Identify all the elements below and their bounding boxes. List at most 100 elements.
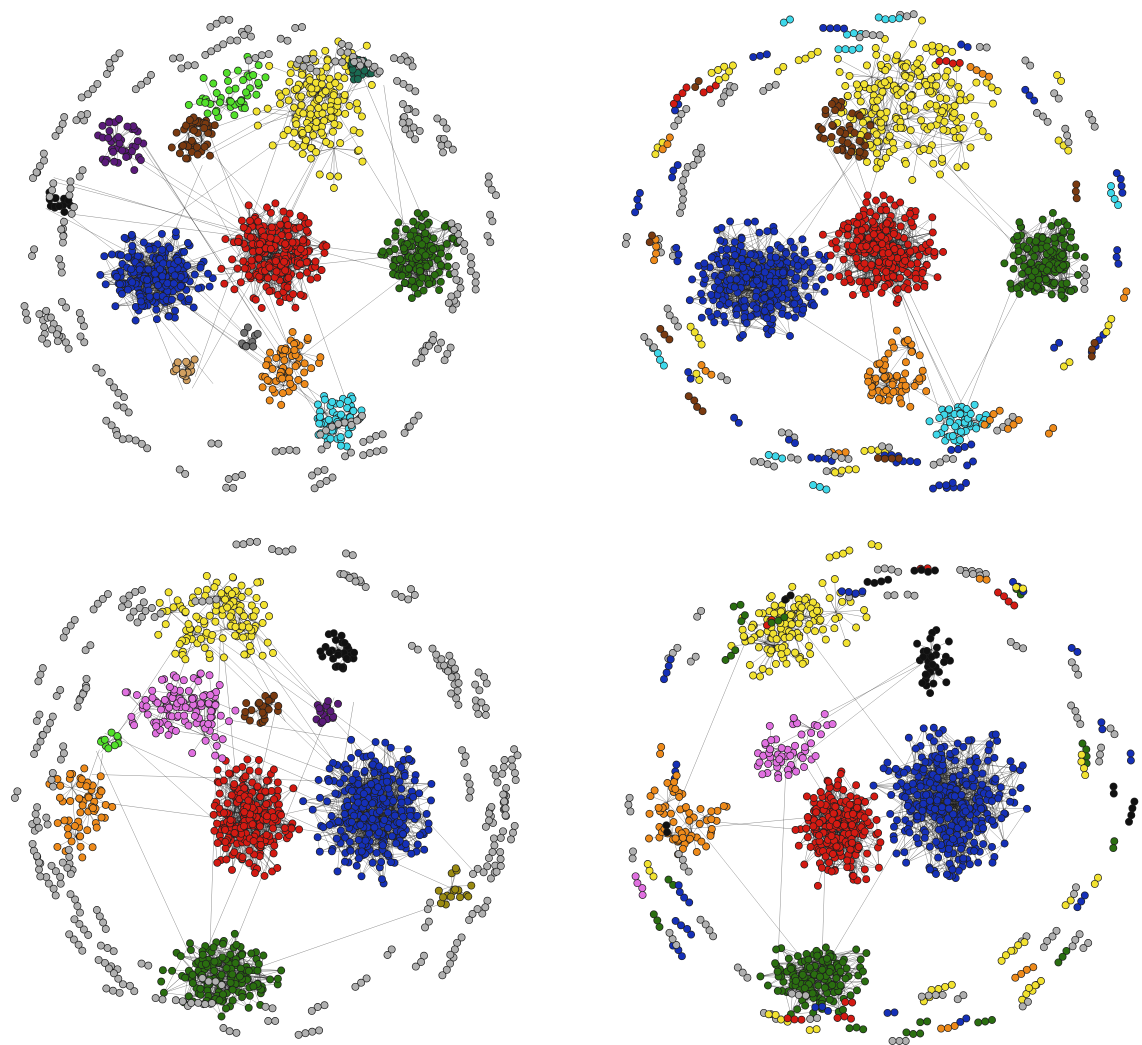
node-dark-green bbox=[419, 286, 428, 295]
node-blue bbox=[713, 310, 722, 318]
node-gray bbox=[365, 435, 374, 444]
node-dark-green bbox=[1074, 270, 1082, 279]
node-gray bbox=[730, 83, 739, 92]
node-red bbox=[834, 229, 843, 238]
node-dark-green bbox=[820, 983, 829, 992]
node-blue bbox=[960, 442, 969, 451]
node-orange bbox=[915, 351, 924, 360]
node-yellow bbox=[972, 78, 981, 87]
node-gray bbox=[640, 333, 649, 341]
node-blue bbox=[899, 768, 908, 777]
node-gray bbox=[493, 778, 502, 787]
node-violet bbox=[800, 763, 808, 772]
node-cyan bbox=[337, 410, 345, 419]
node-yellow bbox=[738, 625, 747, 634]
node-gray bbox=[665, 311, 674, 320]
node-red bbox=[818, 230, 827, 239]
node-blue bbox=[166, 244, 174, 253]
node-yellow bbox=[908, 40, 917, 49]
node-gray bbox=[756, 457, 765, 466]
node-blue bbox=[361, 836, 370, 845]
node-dark-green bbox=[832, 974, 841, 983]
node-blue bbox=[814, 454, 823, 463]
node-violet bbox=[784, 771, 793, 780]
node-gray bbox=[36, 872, 45, 881]
node-dark-green bbox=[418, 273, 427, 282]
node-blue bbox=[959, 854, 968, 863]
node-red bbox=[826, 251, 835, 260]
node-gray bbox=[861, 30, 870, 39]
node-red bbox=[862, 875, 871, 884]
node-blue bbox=[111, 302, 120, 311]
node-gray bbox=[190, 61, 199, 70]
node-gray bbox=[201, 1000, 210, 1009]
node-gray bbox=[317, 445, 326, 454]
node-yellow bbox=[210, 583, 219, 592]
node-blue bbox=[958, 819, 967, 828]
node-yellow bbox=[795, 633, 804, 642]
node-gray bbox=[1026, 61, 1035, 70]
node-yellow bbox=[263, 104, 272, 113]
node-yellow bbox=[786, 611, 795, 619]
node-blue bbox=[101, 280, 110, 289]
node-red bbox=[806, 843, 815, 851]
node-gray bbox=[489, 765, 498, 773]
node-brown bbox=[887, 454, 896, 463]
node-yellow bbox=[805, 620, 814, 629]
node-blue bbox=[942, 481, 951, 490]
node-red bbox=[247, 256, 256, 265]
node-dark-green bbox=[1013, 232, 1022, 241]
node-yellow bbox=[906, 126, 915, 135]
node-blue bbox=[205, 282, 214, 291]
node-gray bbox=[76, 908, 84, 917]
node-yellow bbox=[974, 119, 983, 128]
node-blue bbox=[730, 413, 739, 422]
node-brown bbox=[193, 143, 201, 152]
node-yellow bbox=[851, 465, 860, 474]
node-yellow bbox=[841, 82, 850, 90]
node-blue bbox=[112, 272, 121, 281]
node-gray bbox=[246, 537, 254, 546]
node-dark-green bbox=[791, 976, 800, 985]
node-gray bbox=[103, 944, 112, 952]
node-dark-green bbox=[430, 271, 439, 279]
node-red bbox=[839, 255, 848, 264]
node-blue bbox=[1114, 259, 1123, 268]
node-gray bbox=[59, 232, 68, 241]
node-gray bbox=[447, 292, 456, 301]
node-blue bbox=[786, 332, 794, 340]
node-gray bbox=[283, 36, 292, 45]
node-gray bbox=[66, 890, 75, 899]
node-blue bbox=[299, 797, 308, 806]
node-orange bbox=[285, 367, 294, 376]
node-gray bbox=[59, 742, 68, 751]
node-gray bbox=[482, 679, 491, 688]
node-lime bbox=[249, 71, 258, 80]
node-blue bbox=[368, 760, 377, 769]
node-blue bbox=[933, 773, 942, 782]
node-orange bbox=[76, 808, 85, 817]
node-cyan bbox=[948, 432, 957, 440]
node-gray bbox=[452, 275, 461, 284]
node-yellow bbox=[739, 632, 748, 641]
node-orange bbox=[53, 842, 62, 851]
node-yellow bbox=[244, 587, 253, 596]
node-blue bbox=[1006, 797, 1014, 806]
node-red bbox=[855, 277, 864, 286]
node-violet bbox=[798, 754, 807, 763]
node-gray bbox=[39, 149, 48, 158]
node-yellow bbox=[202, 571, 211, 580]
node-yellow bbox=[798, 659, 807, 668]
node-orange bbox=[1120, 293, 1128, 302]
node-blue bbox=[388, 832, 397, 841]
node-brown bbox=[894, 454, 903, 463]
node-gray bbox=[404, 595, 413, 604]
node-blue bbox=[427, 796, 435, 805]
node-lime bbox=[201, 98, 210, 107]
node-blue bbox=[386, 765, 395, 774]
node-blue bbox=[724, 299, 733, 308]
node-red bbox=[904, 285, 913, 294]
node-yellow bbox=[164, 588, 173, 597]
node-dark-green bbox=[390, 245, 399, 254]
node-yellow bbox=[830, 624, 839, 633]
